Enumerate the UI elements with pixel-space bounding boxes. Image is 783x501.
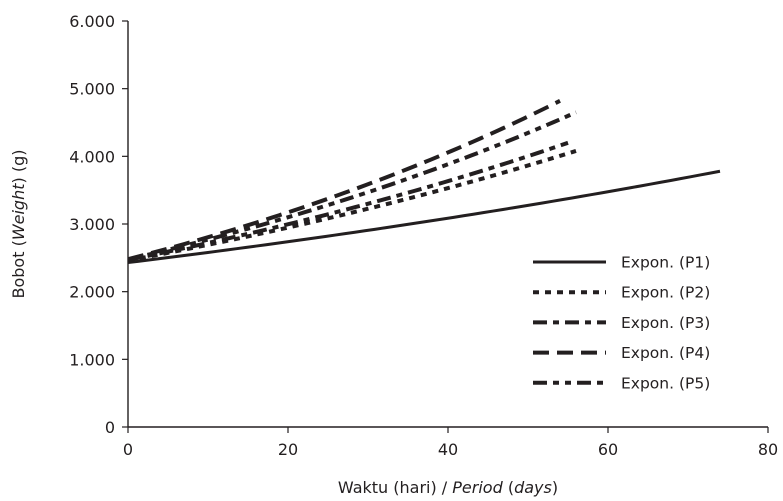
- x-tick-label: 20: [278, 440, 298, 459]
- series-line-p5: [128, 112, 576, 259]
- y-tick-label: 1.000: [69, 350, 115, 369]
- y-tick-label: 2.000: [69, 283, 115, 302]
- y-axis-title: Bobot (Weight) (g): [9, 150, 28, 299]
- legend-label-p3: Expon. (P3): [621, 314, 710, 332]
- series-line-p1: [128, 171, 720, 262]
- x-tick-label: 60: [598, 440, 618, 459]
- y-tick-label: 3.000: [69, 215, 115, 234]
- legend-label-p2: Expon. (P2): [621, 284, 710, 302]
- y-axis-ticks: 0 1.000 2.000 3.000 4.000 5.000 6.000: [69, 12, 128, 437]
- legend: Expon. (P1) Expon. (P2) Expon. (P3) Expon. …: [533, 254, 710, 393]
- x-tick-label: 40: [438, 440, 458, 459]
- x-axis-title: Waktu (hari) / Period (days): [338, 478, 558, 497]
- x-tick-label: 0: [123, 440, 133, 459]
- y-tick-label: 5.000: [69, 80, 115, 99]
- x-tick-label: 80: [758, 440, 778, 459]
- plot-lines: [128, 101, 720, 263]
- y-tick-label: 0: [105, 418, 115, 437]
- y-tick-label: 6.000: [69, 12, 115, 31]
- legend-label-p4: Expon. (P4): [621, 344, 710, 362]
- axes: [128, 21, 768, 427]
- legend-label-p5: Expon. (P5): [621, 374, 710, 392]
- y-tick-label: 4.000: [69, 147, 115, 166]
- x-axis-ticks: 0 20 40 60 80: [123, 427, 778, 459]
- legend-label-p1: Expon. (P1): [621, 254, 710, 272]
- series-line-p4: [128, 101, 560, 259]
